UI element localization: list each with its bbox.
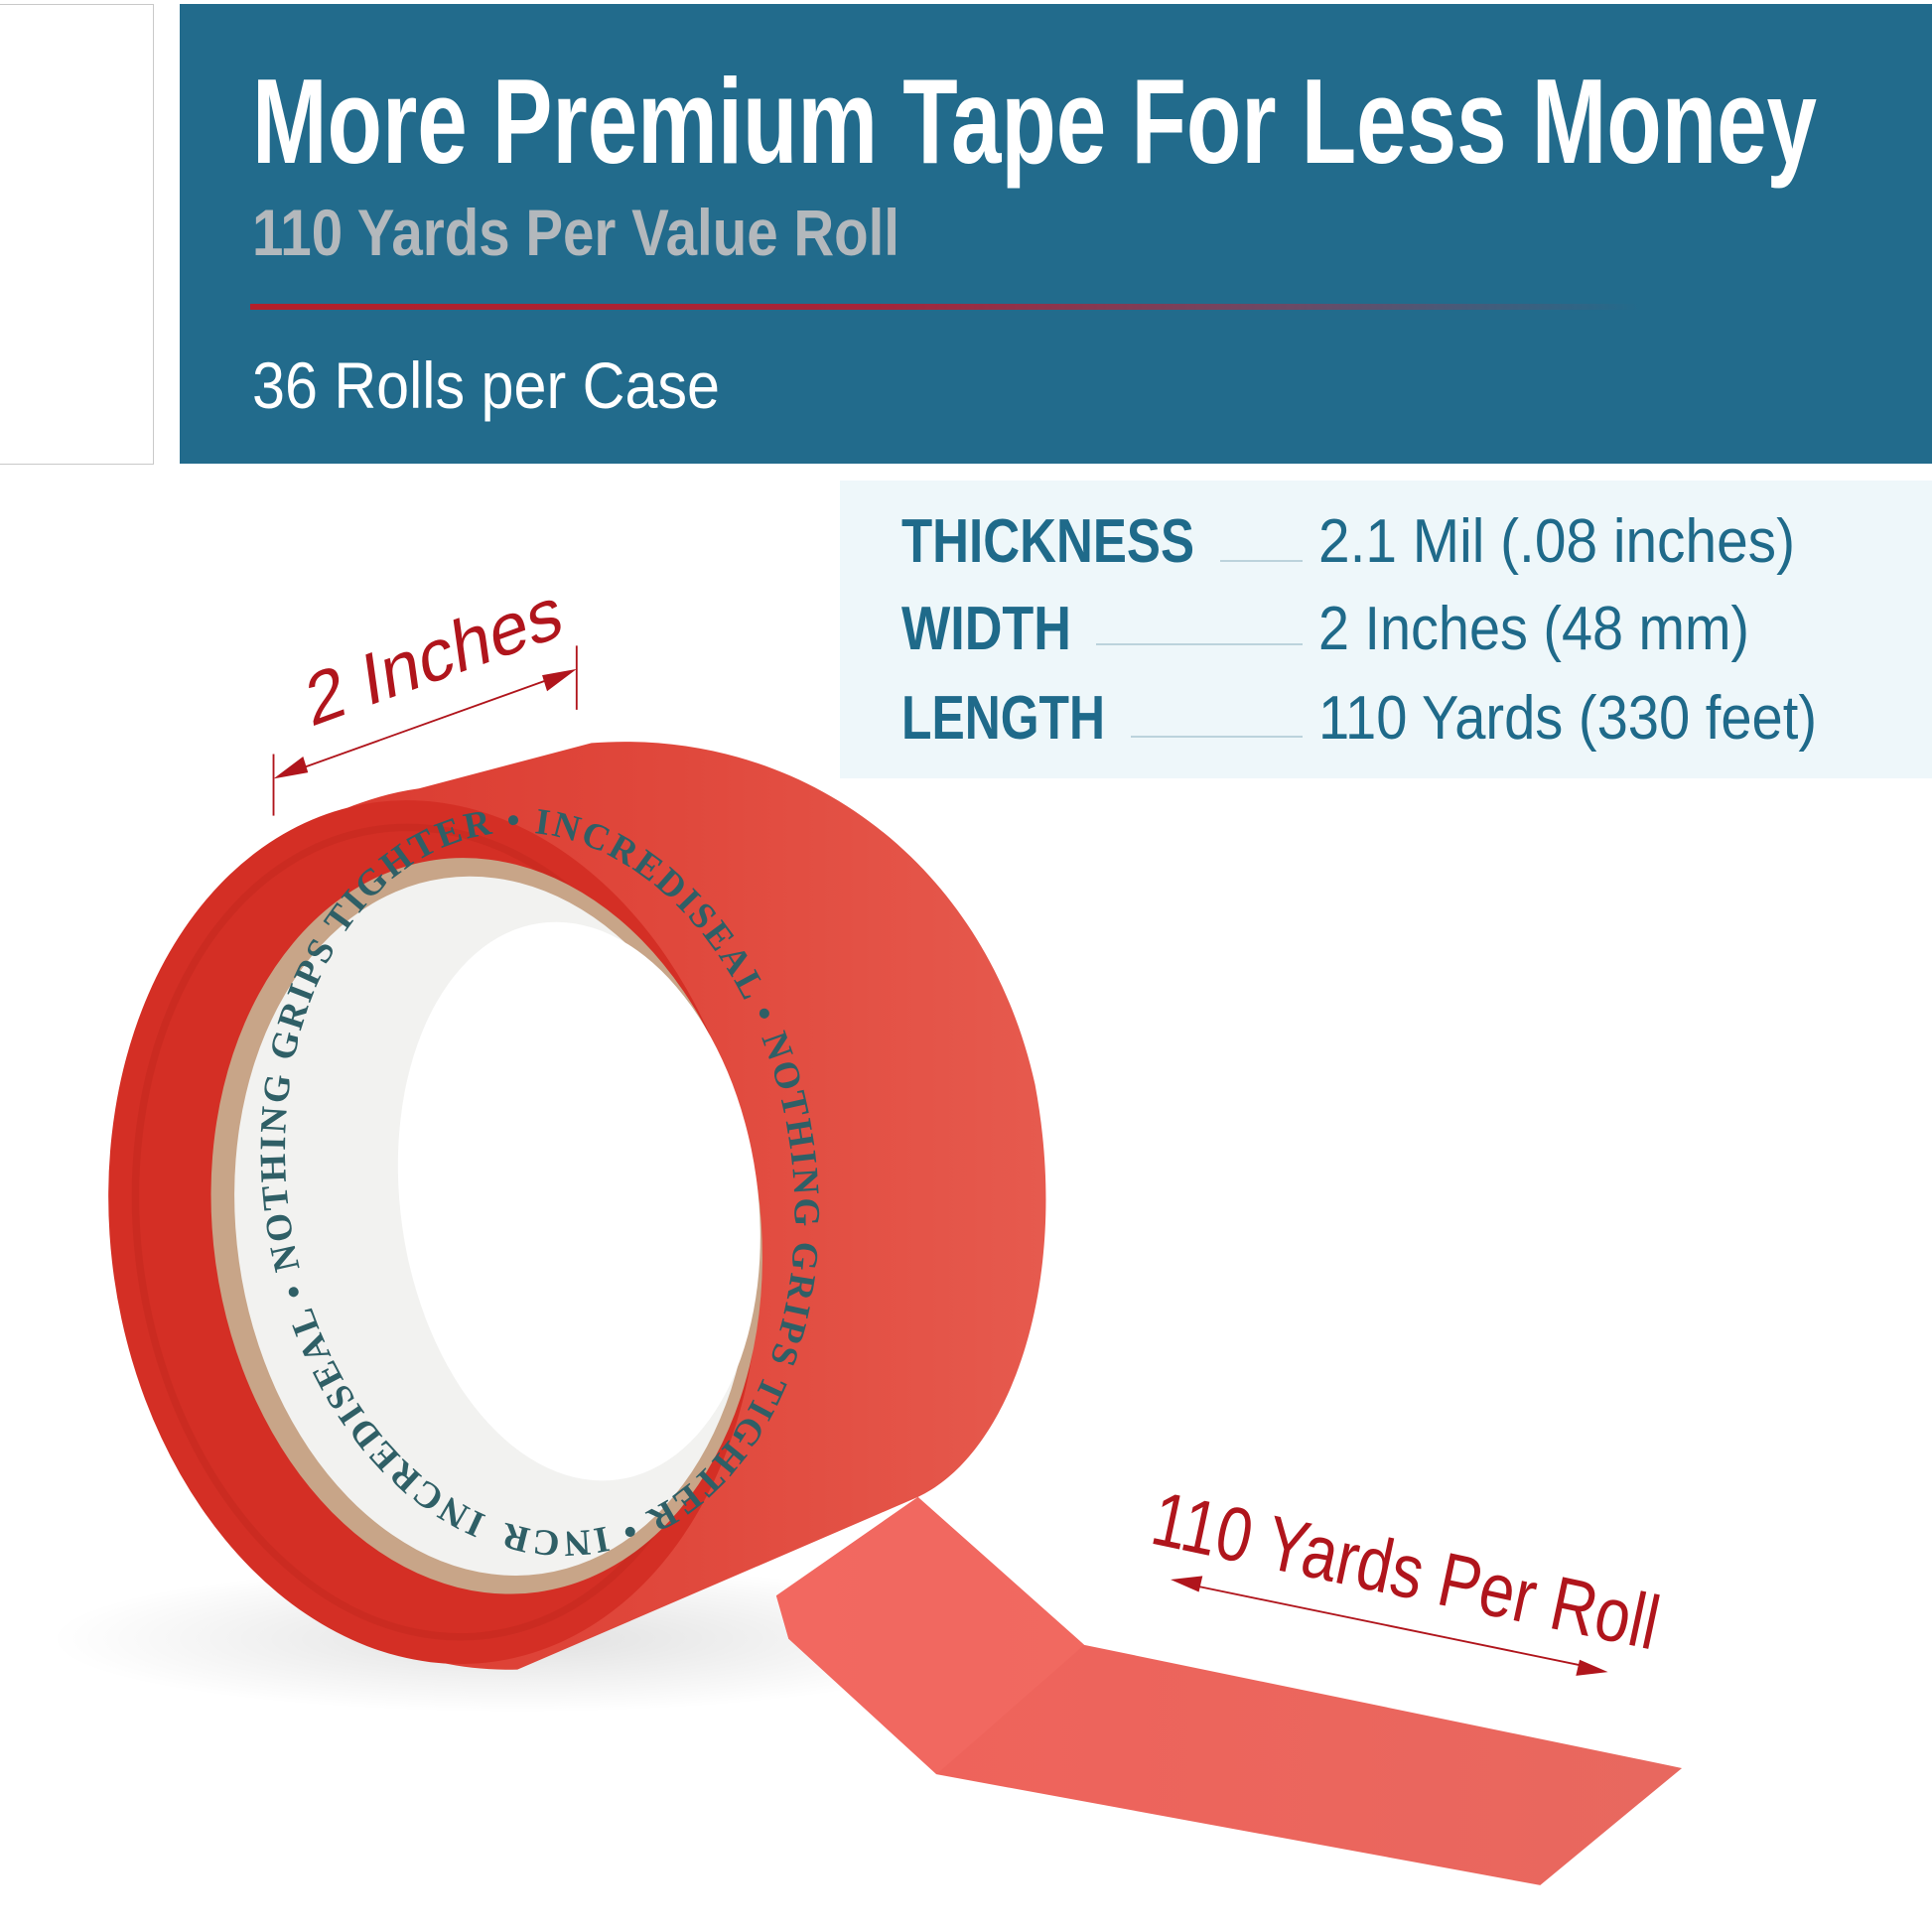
tape-strip-fold [775,1496,1085,1775]
page-title: More Premium Tape For Less Money [252,54,1817,189]
spec-label-length: LENGTH [901,684,1105,753]
spec-value-thickness: 2.1 Mil (.08 inches) [1318,507,1795,576]
width-label: 2 Inches [302,570,567,743]
leader-line [1096,643,1303,645]
width-dimension [272,645,578,816]
left-panel [0,4,154,465]
spec-value-width: 2 Inches (48 mm) [1318,595,1749,663]
rolls-per-case: 36 Rolls per Case [252,348,720,422]
header-banner [180,4,1932,464]
roll-hole [397,921,760,1481]
spec-label-width: WIDTH [901,595,1071,663]
length-label: 110 Yards Per Roll [1145,1474,1667,1665]
spec-label-thickness: THICKNESS [901,507,1194,576]
spec-value-length: 110 Yards (330 feet) [1318,684,1817,753]
length-dimension [1171,1576,1608,1676]
leader-line [1220,560,1303,562]
spec-panel [840,481,1932,778]
subtitle: 110 Yards Per Value Roll [252,196,899,269]
divider-line [250,304,1640,310]
leader-line [1131,736,1303,738]
